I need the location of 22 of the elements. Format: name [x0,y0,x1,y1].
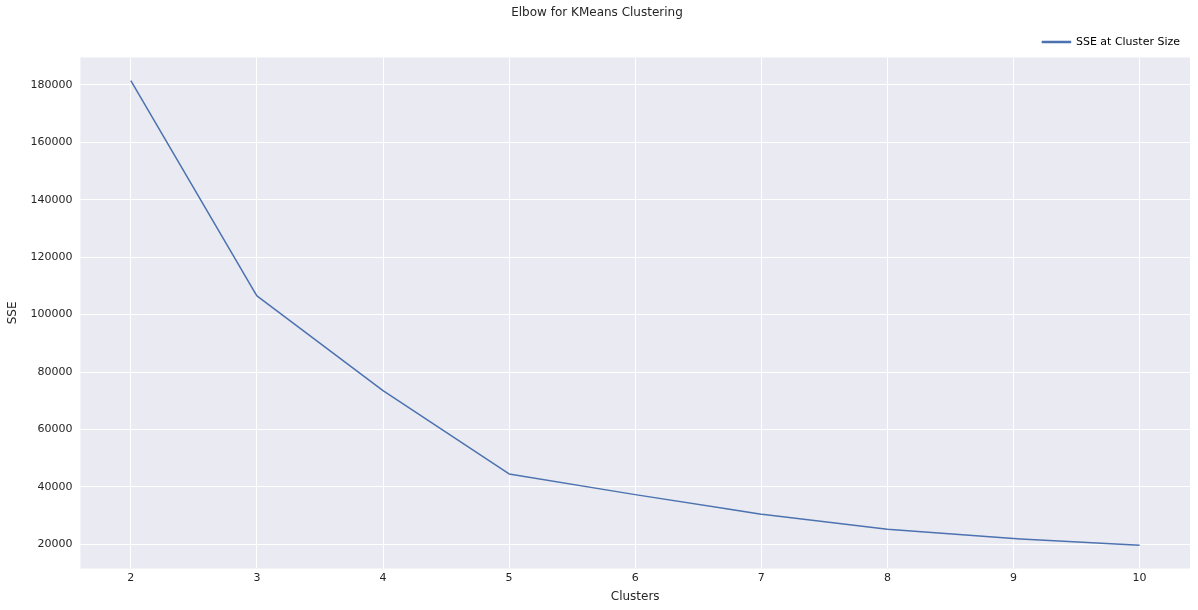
y-tick-label: 120000 [30,250,73,264]
y-tick-label: 180000 [30,77,73,91]
y-tick-label: 100000 [30,307,73,321]
x-axis-title: Clusters [610,588,660,603]
x-tick-label: 6 [631,570,639,584]
y-tick-label: 160000 [30,135,73,149]
x-tick-label: 4 [379,570,387,584]
x-tick-label: 5 [505,570,513,584]
legend-label: SSE at Cluster Size [1075,34,1181,48]
y-tick-label: 80000 [37,364,73,378]
y-tick-label: 60000 [37,422,73,436]
x-tick-label: 8 [883,570,891,584]
y-tick-label: 140000 [30,192,73,206]
y-tick-label: 20000 [37,537,73,551]
y-axis-title: SSE [5,301,20,325]
x-tick-label: 2 [127,570,135,584]
x-tick-label: 7 [757,570,765,584]
y-tick-label: 40000 [37,479,73,493]
x-tick-label: 9 [1009,570,1017,584]
chart-title: Elbow for KMeans Clustering [511,5,683,20]
x-tick-label: 3 [253,570,261,584]
x-tick-label: 10 [1132,570,1147,584]
